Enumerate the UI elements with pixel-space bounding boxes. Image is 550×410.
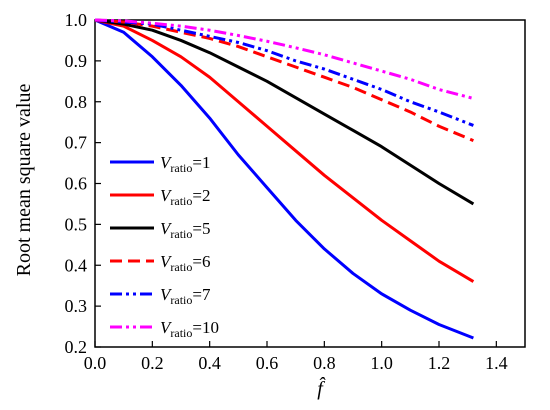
x-axis-title: f̂ [317,376,326,400]
legend-label-2: Vratio=2 [160,186,210,208]
x-tick-label: 0.2 [141,353,164,373]
legend-label-5: Vratio=7 [160,285,211,307]
y-tick-label: 0.3 [65,296,88,316]
series-line-5 [94,18,474,127]
legend-label-6: Vratio=10 [160,318,219,340]
series-line-2 [94,18,475,283]
series-line-4 [94,18,474,142]
legend-label-3: Vratio=5 [160,219,210,241]
x-tick-label: 1.2 [428,353,451,373]
y-tick-label: 1.0 [65,10,88,30]
y-tick-label: 0.5 [65,214,88,234]
y-tick-label: 0.2 [65,337,88,357]
y-axis-title: Root mean square value [13,84,35,277]
series-line-6 [94,18,474,100]
y-tick-label: 0.8 [65,92,88,112]
y-tick-label: 0.6 [65,174,88,194]
legend: Vratio=1 Vratio=2 Vratio=5 Vratio=6 Vratio=7… [110,153,219,340]
series-line-1 [94,18,474,340]
x-tick-label: 0.8 [313,353,336,373]
series-line-3 [94,18,475,206]
legend-label-1: Vratio=1 [160,153,210,175]
x-tick-label: 1.4 [485,353,508,373]
x-tick-label: 0.6 [256,353,279,373]
x-tick-label: 0.4 [198,353,221,373]
x-tick-label: 1.0 [370,353,393,373]
x-tick-label: 0.0 [84,353,107,373]
y-tick-label: 0.9 [65,51,88,71]
y-tick-label: 0.4 [65,255,88,275]
series-lines [94,18,475,340]
ticks: 0.0 0.2 0.4 0.6 0.8 1.0 1.2 1.40.20.30.40.50.60… [65,10,508,373]
legend-label-4: Vratio=6 [160,252,210,274]
y-tick-label: 0.7 [65,133,88,153]
